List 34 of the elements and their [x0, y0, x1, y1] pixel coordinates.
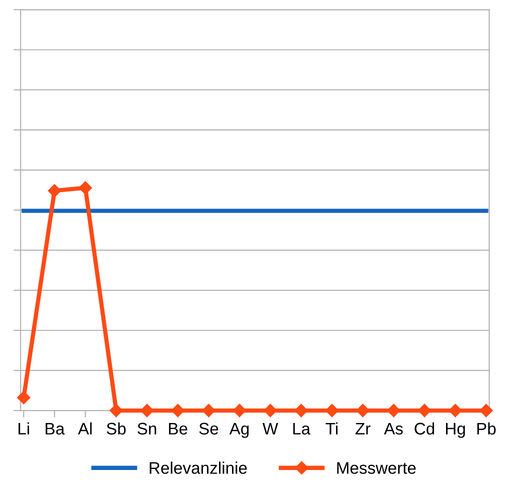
- x-tick-label: Zr: [356, 422, 370, 434]
- point: [480, 404, 493, 418]
- x-tick-label: Hg: [446, 422, 465, 438]
- point: [387, 404, 400, 418]
- point: [232, 404, 246, 418]
- x-tick-label: Cd: [414, 422, 434, 435]
- point: [325, 404, 339, 418]
- point: [418, 404, 432, 418]
- point: [17, 391, 30, 404]
- point: [78, 181, 92, 194]
- legend-label: Relevanzlinie: [150, 462, 247, 474]
- point: [140, 404, 154, 418]
- x-tick-label: Ag: [229, 422, 249, 438]
- x-tick-label: Ti: [326, 422, 338, 434]
- x-tick-label: Li: [18, 422, 30, 434]
- x-tick-label: Al: [78, 422, 92, 434]
- x-tick-label: Sn: [138, 422, 156, 435]
- legend-label: Messwerte: [337, 462, 416, 474]
- x-tick-label: Pb: [477, 422, 496, 435]
- x-tick-label: Ba: [46, 422, 65, 435]
- x-tick-label: Sb: [106, 422, 126, 435]
- point: [294, 404, 308, 418]
- x-tick-label: Se: [199, 422, 218, 435]
- x-tick-label: La: [293, 422, 310, 435]
- point: [264, 404, 277, 418]
- x-tick-label: W: [262, 422, 278, 434]
- point: [356, 404, 370, 418]
- point: [171, 404, 184, 418]
- point: [48, 184, 62, 198]
- x-tick-label: As: [384, 422, 403, 435]
- point: [202, 404, 216, 418]
- point: [448, 404, 462, 418]
- point: [110, 404, 123, 418]
- x-tick-label: Be: [169, 422, 188, 435]
